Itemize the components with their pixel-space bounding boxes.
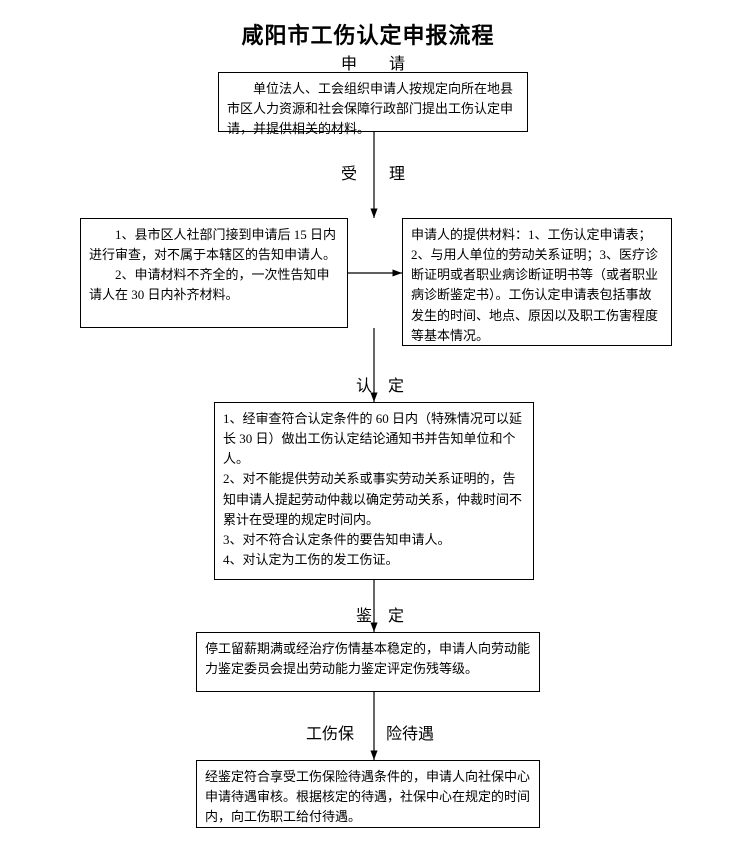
stage-appraise: 鉴 定 bbox=[340, 602, 420, 626]
stage-apply: 申 请 bbox=[308, 50, 438, 74]
box-identify: 1、经审查符合认定条件的 60 日内（特殊情况可以延长 30 日）做出工伤认定结… bbox=[214, 402, 534, 580]
stage-treatment: 工伤保 险待遇 bbox=[280, 720, 460, 744]
box-accept-left: 1、县市区人社部门接到申请后 15 日内进行审查，对不属于本辖区的告知申请人。 … bbox=[80, 218, 348, 328]
stage-accept: 受 理 bbox=[308, 160, 438, 184]
page-title: 咸阳市工伤认定申报流程 bbox=[0, 18, 736, 50]
box-appraise: 停工留薪期满或经治疗伤情基本稳定的，申请人向劳动能力鉴定委员会提出劳动能力鉴定评… bbox=[196, 632, 540, 692]
box-apply: 单位法人、工会组织申请人按规定向所在地县市区人力资源和社会保障行政部门提出工伤认… bbox=[218, 72, 528, 132]
stage-identify: 认 定 bbox=[340, 372, 420, 396]
box-treatment: 经鉴定符合享受工伤保险待遇条件的，申请人向社保中心申请待遇审核。根据核定的待遇，… bbox=[196, 760, 540, 828]
box-accept-right: 申请人的提供材料：1、工伤认定申请表；2、与用人单位的劳动关系证明；3、医疗诊断… bbox=[402, 218, 672, 346]
